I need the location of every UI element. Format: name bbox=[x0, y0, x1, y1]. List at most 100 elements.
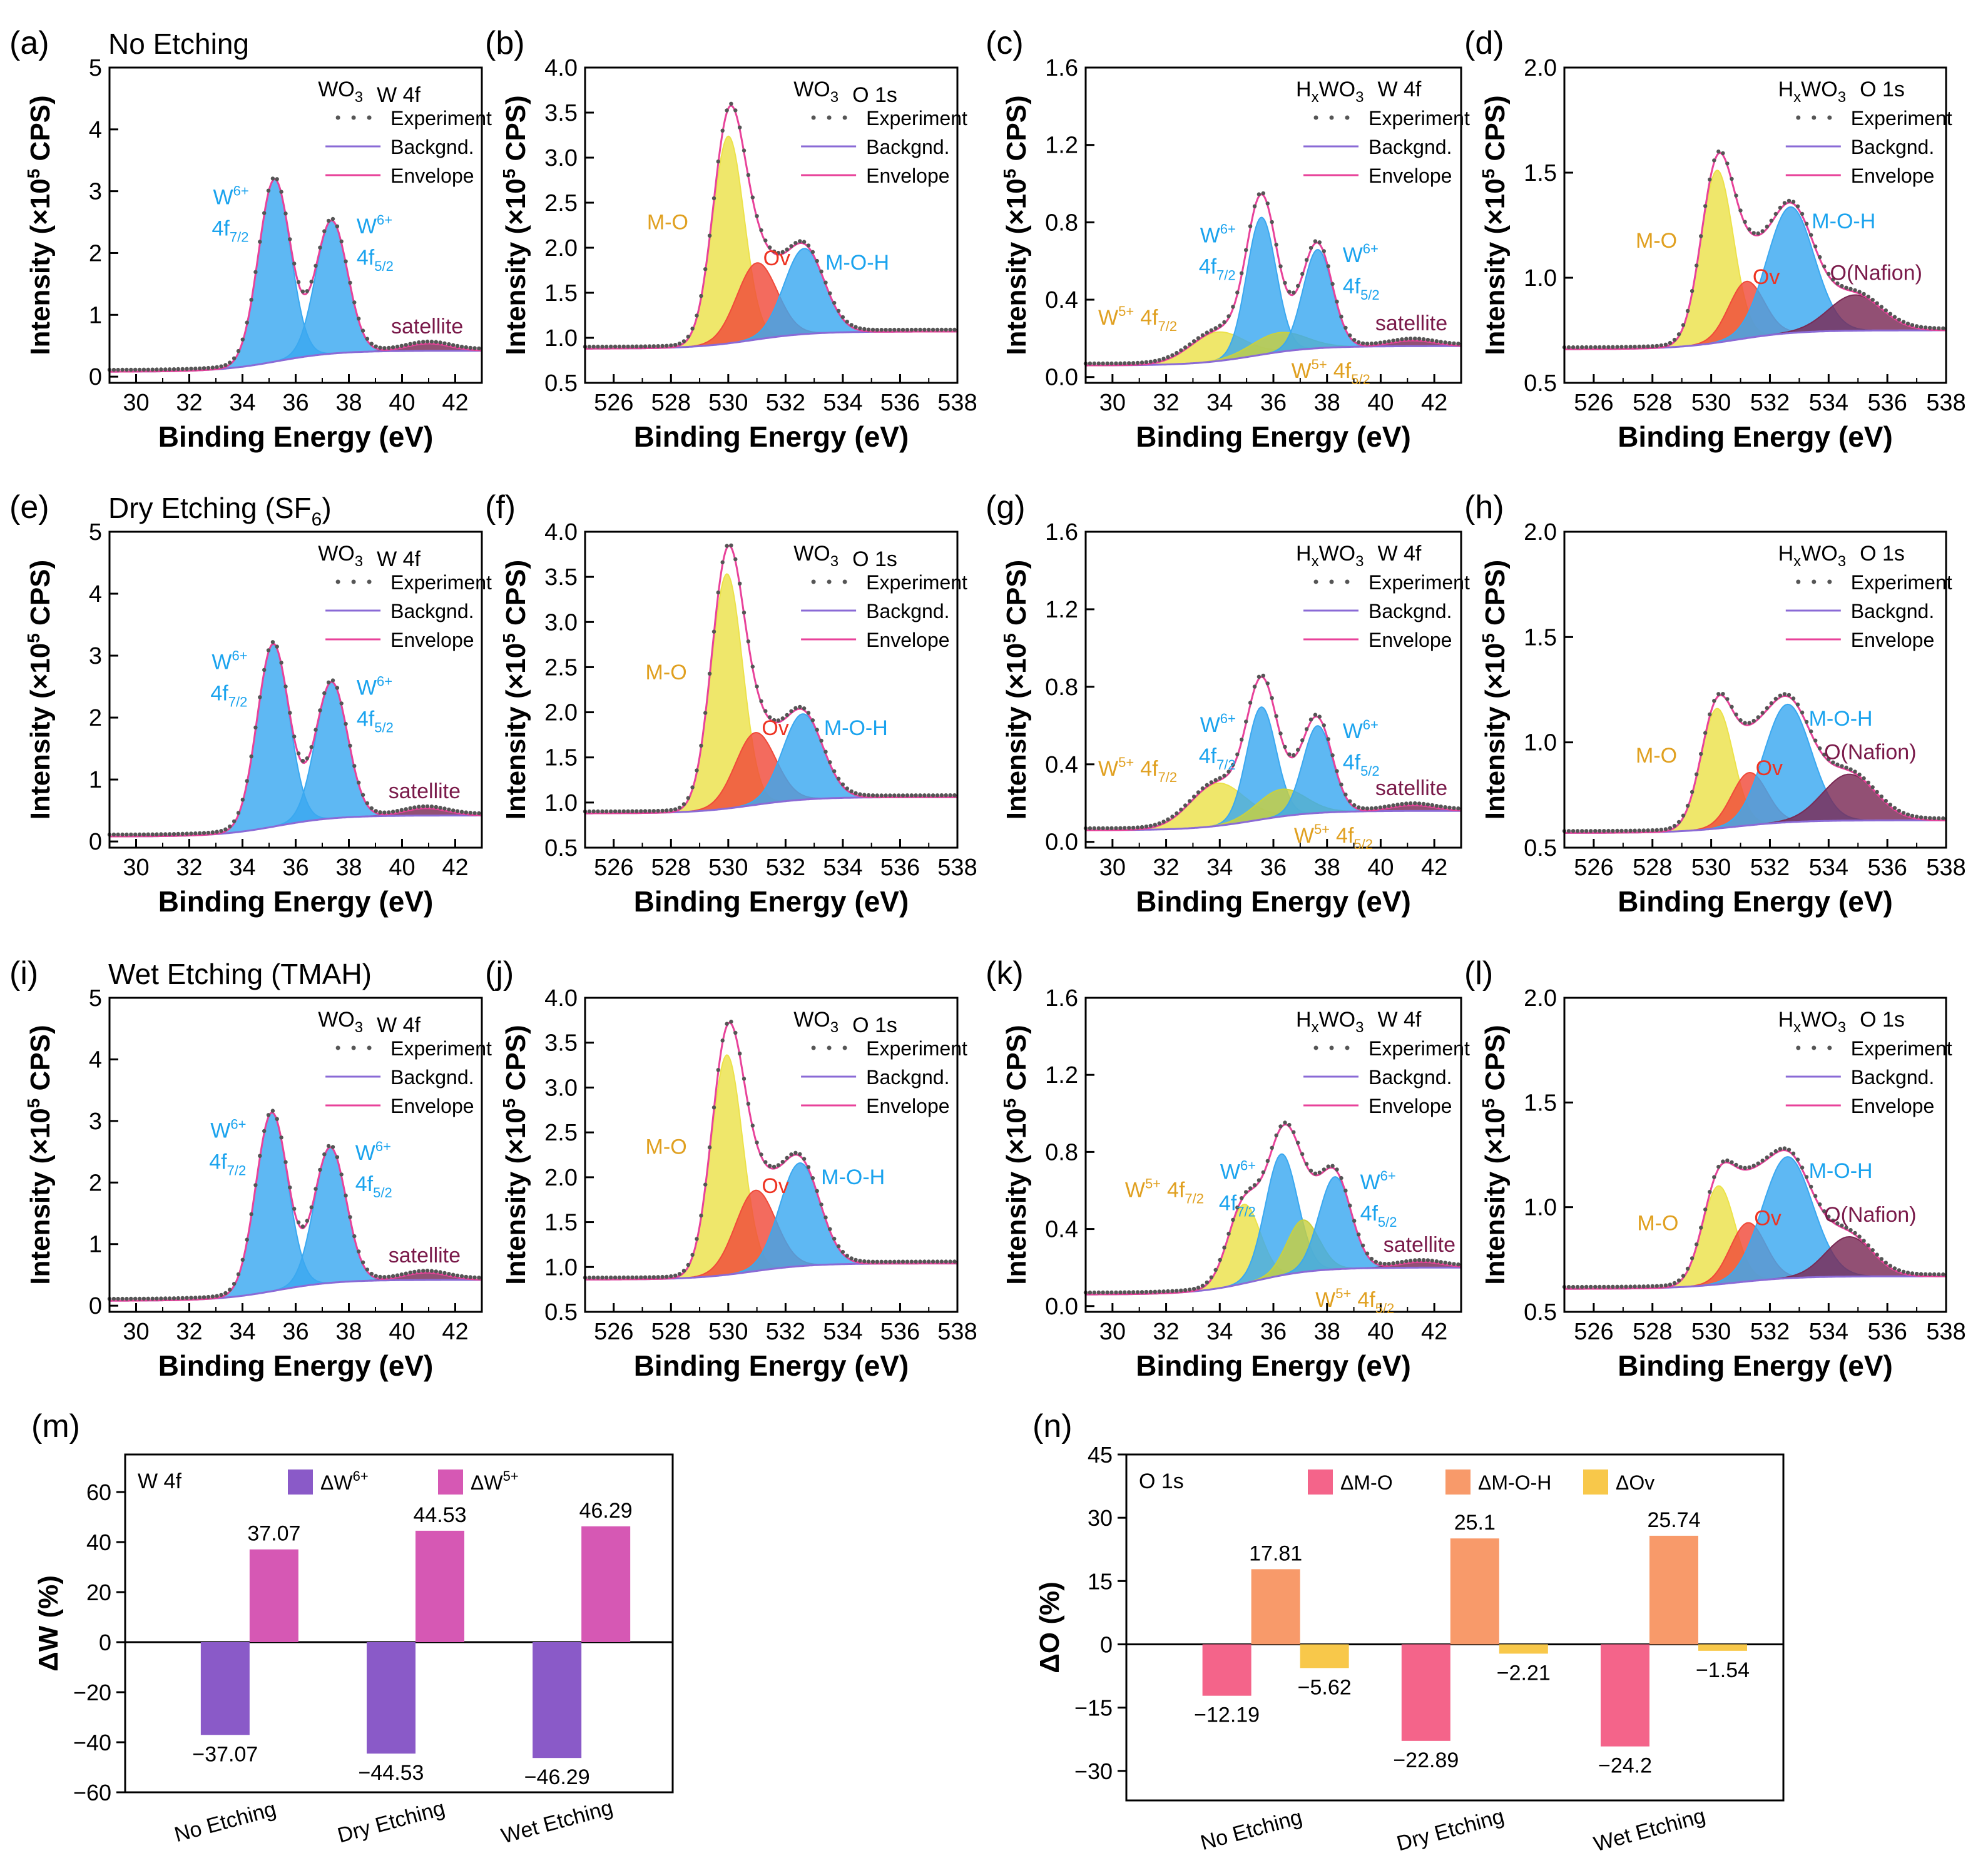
experiment-point bbox=[1144, 825, 1149, 829]
experiment-point bbox=[690, 1252, 695, 1257]
experiment-point bbox=[404, 343, 408, 347]
experiment-point bbox=[1685, 308, 1690, 313]
experiment-point bbox=[1226, 314, 1231, 318]
x-tick-label: 536 bbox=[880, 1319, 920, 1345]
experiment-point bbox=[399, 343, 404, 348]
experiment-point bbox=[447, 807, 451, 812]
experiment-point bbox=[201, 831, 206, 835]
experiment-point bbox=[1848, 767, 1853, 771]
experiment-point bbox=[854, 791, 858, 796]
dot-marker-icon bbox=[842, 1045, 847, 1050]
experiment-point bbox=[1118, 826, 1123, 830]
experiment-point bbox=[918, 1259, 922, 1264]
experiment-point bbox=[914, 327, 918, 332]
experiment-point bbox=[330, 1145, 335, 1149]
experiment-point bbox=[390, 345, 395, 350]
experiment-point bbox=[665, 808, 669, 813]
text-span: M-O-H bbox=[824, 716, 888, 740]
x-tick-label: 42 bbox=[442, 855, 468, 881]
experiment-point bbox=[630, 344, 635, 348]
experiment-point bbox=[137, 832, 142, 837]
experiment-point bbox=[210, 830, 215, 835]
experiment-point bbox=[1404, 801, 1409, 806]
y-tick-label: 45 bbox=[1088, 1442, 1113, 1468]
experiment-point bbox=[1283, 280, 1287, 285]
experiment-point bbox=[395, 809, 400, 813]
experiment-point bbox=[288, 711, 292, 715]
text-span: 4f bbox=[357, 707, 375, 731]
peak-label-4f52: 4f5/2 bbox=[355, 1172, 392, 1200]
y-axis-label: Intensity (×105 CPS) bbox=[499, 1025, 531, 1284]
x-axis-label: Binding Energy (eV) bbox=[634, 885, 909, 918]
peak-label-ov: Ov bbox=[1753, 265, 1780, 289]
experiment-point bbox=[1659, 828, 1663, 832]
experiment-point bbox=[1901, 320, 1906, 324]
experiment-point bbox=[815, 728, 819, 732]
peak-label-w6: W6+ bbox=[1343, 241, 1379, 267]
experiment-point bbox=[279, 661, 283, 665]
experiment-point bbox=[823, 280, 828, 285]
text-span: ΔW bbox=[33, 1625, 64, 1672]
panel-letter: (k) bbox=[986, 955, 1024, 992]
experiment-point bbox=[198, 831, 202, 836]
x-tick-label: 530 bbox=[1691, 855, 1731, 881]
experiment-point bbox=[1360, 806, 1365, 811]
experiment-point bbox=[1919, 815, 1924, 820]
experiment-point bbox=[1339, 1175, 1343, 1180]
peak-label-4f52: 4f5/2 bbox=[1360, 1202, 1397, 1230]
text-span: O(Nafion) bbox=[1824, 1203, 1916, 1227]
experiment-point bbox=[681, 339, 686, 343]
experiment-point bbox=[1941, 1272, 1945, 1277]
x-tick-label: 36 bbox=[282, 1319, 308, 1345]
peak-label-4f72: 4f7/2 bbox=[209, 1150, 246, 1179]
text-span: W bbox=[357, 215, 377, 238]
experiment-point bbox=[660, 1274, 665, 1279]
experiment-point bbox=[759, 699, 763, 704]
experiment-point bbox=[1456, 806, 1460, 811]
x-tick-label: 30 bbox=[123, 855, 149, 881]
experiment-point bbox=[1365, 806, 1370, 811]
experiment-point bbox=[1308, 718, 1313, 722]
bar-value-label: 25.74 bbox=[1647, 1508, 1700, 1532]
experiment-point bbox=[1157, 358, 1161, 362]
text-span: Experiment bbox=[390, 107, 492, 129]
x-tick-label: 42 bbox=[442, 1319, 468, 1345]
experiment-point bbox=[858, 326, 862, 330]
legend-label: Experiment bbox=[1369, 571, 1470, 594]
y-tick-label: 4 bbox=[89, 581, 102, 607]
experiment-point bbox=[1413, 801, 1417, 806]
experiment-point bbox=[1712, 1175, 1716, 1179]
experiment-point bbox=[1339, 314, 1343, 319]
experiment-point bbox=[1200, 333, 1205, 337]
experiment-point bbox=[690, 327, 695, 331]
experiment-point bbox=[695, 768, 699, 773]
text-span: Backgnd. bbox=[866, 600, 949, 622]
text-span: W bbox=[1360, 1170, 1380, 1194]
experiment-point bbox=[815, 258, 819, 263]
experiment-point bbox=[1778, 205, 1783, 210]
experiment-point bbox=[1924, 325, 1928, 330]
experiment-point bbox=[802, 706, 807, 711]
experiment-point bbox=[651, 809, 656, 813]
experiment-point bbox=[189, 367, 193, 371]
experiment-point bbox=[1139, 360, 1144, 365]
experiment-point bbox=[1747, 1165, 1751, 1170]
text-span: −1.54 bbox=[1696, 1658, 1750, 1682]
text-span: M-O bbox=[1636, 229, 1677, 253]
text-span: 6+ bbox=[1220, 221, 1236, 236]
experiment-point bbox=[1633, 1284, 1637, 1289]
experiment-point bbox=[1924, 815, 1928, 820]
experiment-point bbox=[1756, 715, 1760, 719]
experiment-point bbox=[892, 1259, 897, 1264]
panel-letter: (e) bbox=[9, 489, 49, 525]
experiment-point bbox=[1425, 1258, 1430, 1262]
x-tick-label: 530 bbox=[708, 390, 748, 416]
experiment-point bbox=[1443, 1261, 1447, 1265]
peak-label-moh: M-O-H bbox=[825, 251, 889, 275]
experiment-point bbox=[1317, 240, 1322, 245]
legend-label: Experiment bbox=[866, 107, 967, 129]
text-span: O 1s bbox=[1860, 1008, 1905, 1032]
experiment-point bbox=[1240, 1196, 1244, 1200]
experiment-point bbox=[253, 725, 258, 730]
